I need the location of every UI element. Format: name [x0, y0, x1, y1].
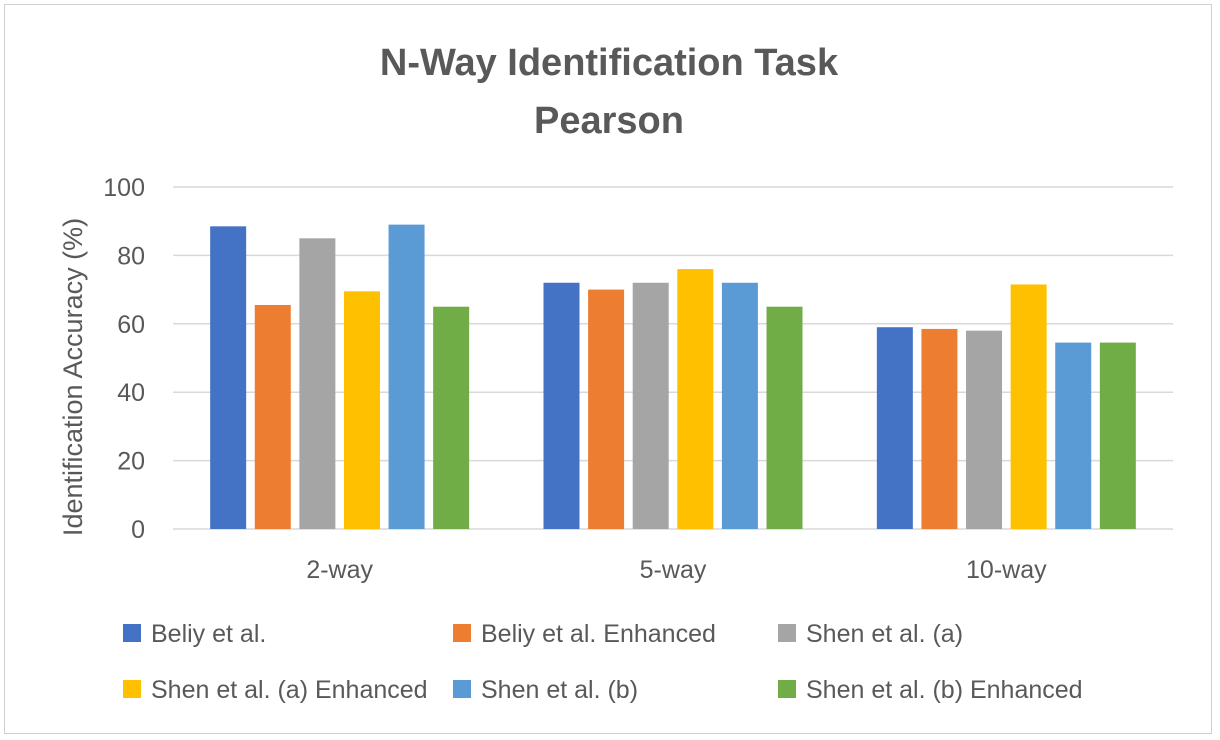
legend-label: Beliy et al. [151, 620, 266, 648]
bar-5-way-series-5 [721, 282, 758, 529]
bar-10-way-series-2 [921, 328, 958, 529]
y-tick-label: 60 [117, 311, 145, 339]
chart-title: N-Way Identification Task [380, 42, 839, 84]
bar-2-way-series-3 [299, 238, 336, 530]
bar-2-way-series-2 [254, 304, 291, 529]
y-tick-label: 100 [103, 174, 145, 202]
legend-swatch [453, 624, 471, 642]
x-tick-label: 10-way [966, 556, 1047, 584]
y-tick-label: 80 [117, 242, 145, 270]
bar-5-way-series-6 [766, 306, 803, 529]
legend-label: Beliy et al. Enhanced [481, 620, 716, 648]
legend-swatch [778, 624, 796, 642]
y-tick-label: 0 [131, 516, 145, 544]
x-tick-label: 5-way [640, 556, 707, 584]
bar-5-way-series-2 [588, 289, 625, 529]
legend-swatch [123, 624, 141, 642]
chart-frame: N-Way Identification Task Pearson 0 20 40 6… [4, 4, 1212, 734]
bar-10-way-series-6 [1099, 342, 1136, 529]
legend-label: Shen et al. (b) [481, 676, 638, 704]
bar-10-way-series-4 [1010, 284, 1047, 529]
bar-2-way-series-6 [433, 306, 470, 529]
bar-10-way-series-3 [966, 330, 1003, 529]
bar-chart: N-Way Identification Task Pearson 0 20 40 6… [58, 42, 1173, 704]
bar-5-way-series-3 [632, 282, 669, 529]
legend-swatch [123, 680, 141, 698]
bar-10-way-series-1 [876, 327, 913, 529]
bar-2-way-series-5 [388, 224, 425, 529]
legend-label: Shen et al. (a) Enhanced [151, 676, 428, 704]
y-axis-title: Identification Accuracy (%) [58, 218, 88, 536]
bar-10-way-series-5 [1055, 342, 1092, 529]
x-tick-label: 2-way [306, 556, 373, 584]
x-axis-ticks: 2-way 5-way 10-way [306, 556, 1047, 584]
bar-2-way-series-1 [210, 226, 247, 529]
y-axis-ticks: 0 20 40 60 80 100 [103, 174, 145, 544]
bar-5-way-series-4 [677, 269, 714, 529]
legend: Beliy et al. Beliy et al. Enhanced Shen et… [123, 620, 1083, 704]
legend-label: Shen et al. (a) [806, 620, 963, 648]
legend-label: Shen et al. (b) Enhanced [806, 676, 1083, 704]
gridlines [173, 186, 1173, 530]
bar-2-way-series-4 [343, 291, 380, 529]
chart-subtitle: Pearson [534, 100, 684, 142]
bar-5-way-series-1 [543, 282, 580, 529]
legend-swatch [453, 680, 471, 698]
legend-swatch [778, 680, 796, 698]
bars [210, 224, 1136, 530]
y-tick-label: 20 [117, 448, 145, 476]
y-tick-label: 40 [117, 379, 145, 407]
